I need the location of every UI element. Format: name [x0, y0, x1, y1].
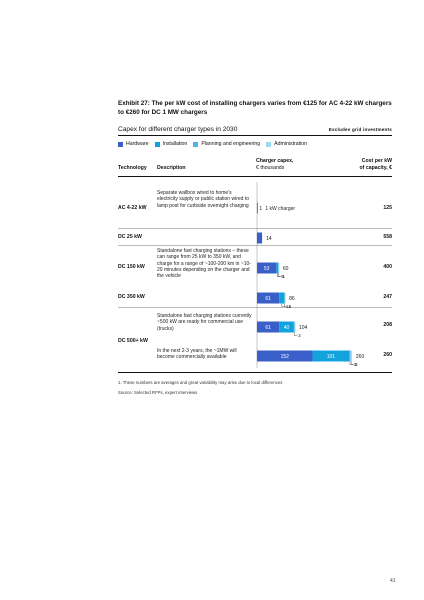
- exhibit-title: Exhibit 27: The per kW cost of installin…: [118, 100, 392, 116]
- header-rule: [118, 176, 392, 177]
- bar-segment-hardware: [257, 232, 263, 244]
- row-cost-dc350: 247: [383, 294, 392, 300]
- bar-leader-line: [284, 303, 288, 307]
- row-tech-dc350: DC 350 kW: [118, 294, 145, 300]
- header-capex-line1: Charger capex,: [256, 158, 294, 164]
- bar-segment-hardware: [257, 350, 313, 362]
- bar-value-label: 3: [354, 362, 357, 367]
- bar-segment-planning-and-engineering: [349, 350, 351, 362]
- bar-total-label: 104: [299, 325, 308, 331]
- bar-segment-installation: [312, 350, 350, 362]
- row-cost-dc25: 558: [383, 234, 392, 240]
- bar-segment-planning-and-engineering: [293, 321, 295, 333]
- page-number: 41: [390, 578, 396, 584]
- header-cost-line1: Cost per kW: [361, 158, 392, 164]
- row-desc-ac: Separate wallbox wired to home's electri…: [157, 190, 249, 209]
- grid-note: Excludes grid investments: [328, 127, 392, 132]
- bar-value-label: 5: [281, 274, 284, 279]
- row-desc-dc500: Standalone fast charging stations curren…: [157, 313, 252, 332]
- legend-swatch: [154, 141, 160, 147]
- bar-segment-installation: [279, 321, 294, 333]
- bar-value-label: 4: [355, 362, 358, 367]
- legend-swatch: [118, 141, 123, 147]
- row-tech-dc150: DC 150 kW: [118, 264, 145, 270]
- legend-label: Installation: [162, 141, 188, 147]
- row-desc-dc150: Standalone fast charging stations – thes…: [157, 248, 251, 280]
- row-tech-ac: AC 4-22 kW: [118, 205, 147, 211]
- bar-segment-hardware: [257, 262, 277, 274]
- header-description: Description: [157, 165, 186, 171]
- bar-value-label: 1: [259, 206, 262, 212]
- row-cost-ac: 125: [383, 205, 392, 211]
- header-capex: Charger capex, € thousands: [256, 158, 293, 172]
- bar-segment-administration: [294, 321, 296, 333]
- legend-item-installation: Installation: [154, 141, 188, 147]
- bar-segment-hardware: [257, 321, 280, 333]
- bar-value-label: 61: [265, 296, 271, 302]
- bar-leader-line: [294, 332, 298, 336]
- bar-leader-line: [350, 361, 355, 365]
- legend-item-planning: Planning and engineering: [193, 141, 260, 147]
- header-cost-line2: of capacity, €: [359, 165, 392, 171]
- title-rule: [118, 135, 392, 136]
- bar-segment-administration: [278, 262, 280, 274]
- bar-segment-administration: [284, 292, 286, 304]
- table-bottom-rule: [118, 372, 392, 373]
- bar-segment-installation: [279, 292, 285, 304]
- bar-leader-line: [278, 273, 282, 277]
- bar-segment-hardware: [257, 202, 258, 214]
- legend-swatch: [193, 141, 199, 147]
- bar-segment-administration: [350, 350, 352, 362]
- bar-total-label: 14: [266, 236, 272, 242]
- bar-value-label: 61: [265, 325, 271, 331]
- row-cost-dc1mw: 260: [383, 352, 392, 358]
- row-tech-dc500: DC 500+ kW: [118, 338, 148, 344]
- bar-value-label: 1: [282, 274, 285, 279]
- bar-annotation: 1 kW charger: [265, 206, 295, 212]
- legend-label: Administration: [274, 141, 308, 147]
- bar-leader-line: [281, 303, 285, 307]
- header-technology: Technology: [118, 165, 147, 171]
- bar-value-label: 2: [298, 333, 301, 338]
- bar-leader-line: [277, 273, 281, 277]
- bar-total-label: 260: [356, 354, 365, 360]
- bar-segment-installation: [276, 262, 279, 274]
- legend-item-hardware: Hardware: [118, 141, 149, 147]
- bar-value-label: 1: [289, 304, 292, 309]
- legend: Hardware Installation Planning and engin…: [118, 141, 313, 147]
- header-cost: Cost per kW of capacity, €: [330, 158, 392, 172]
- row-desc-dc1mw: In the next 2-3 years, the ~1MW will bec…: [157, 348, 237, 361]
- bar-value-label: 14: [286, 304, 292, 309]
- row-cost-dc150: 400: [383, 264, 392, 270]
- bar-leader-line: [349, 361, 353, 365]
- header-capex-line2: € thousands: [256, 165, 285, 171]
- legend-label: Planning and engineering: [201, 141, 261, 147]
- legend-swatch: [266, 141, 272, 147]
- bar-total-label: 86: [289, 296, 295, 302]
- bar-value-label: 40: [284, 325, 290, 331]
- bar-value-label: 152: [281, 354, 290, 360]
- bar-value-label: 53: [264, 266, 270, 272]
- legend-item-administration: Administration: [266, 141, 307, 147]
- footnote: 1. These numbers are averages and great …: [118, 380, 283, 385]
- bar-value-label: 101: [327, 354, 336, 360]
- row-cost-dc500: 208: [383, 322, 392, 328]
- bar-segment-hardware: [257, 292, 280, 304]
- chart-title: Capex for different charger types in 203…: [118, 126, 238, 133]
- bar-total-label: 60: [283, 266, 289, 272]
- legend-label: Hardware: [126, 141, 149, 147]
- source-note: Source: Selected RFPs, expert interviews: [118, 390, 198, 395]
- row-tech-dc25: DC 25 kW: [118, 234, 142, 240]
